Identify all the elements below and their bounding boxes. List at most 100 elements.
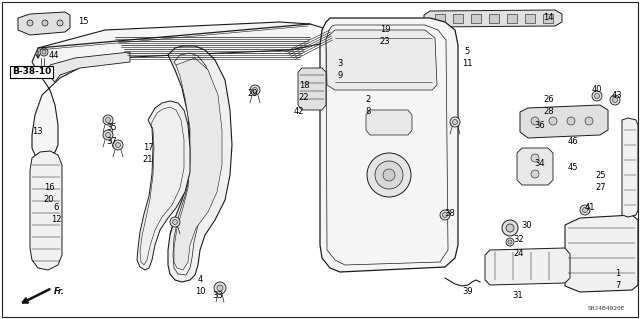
Circle shape [585, 117, 593, 125]
Text: 33: 33 [212, 292, 223, 300]
Polygon shape [168, 46, 232, 282]
Circle shape [103, 130, 113, 140]
Text: 16: 16 [44, 183, 54, 192]
Polygon shape [32, 22, 335, 158]
Circle shape [580, 205, 590, 215]
Text: 22: 22 [299, 93, 309, 101]
Polygon shape [622, 118, 638, 217]
Circle shape [106, 132, 111, 137]
Text: 39: 39 [463, 286, 474, 295]
Text: 44: 44 [49, 51, 60, 61]
Polygon shape [424, 10, 562, 27]
Text: 18: 18 [299, 80, 309, 90]
Text: SHJ4B4920E: SHJ4B4920E [588, 306, 625, 310]
Polygon shape [48, 52, 130, 82]
Text: 37: 37 [107, 137, 117, 145]
Text: 28: 28 [544, 108, 554, 116]
Text: 11: 11 [461, 60, 472, 69]
Text: 29: 29 [248, 90, 259, 99]
Text: 21: 21 [143, 154, 153, 164]
Text: 2: 2 [365, 95, 371, 105]
Text: 26: 26 [544, 95, 554, 105]
Polygon shape [30, 151, 62, 270]
Text: 14: 14 [543, 12, 553, 21]
Text: 6: 6 [53, 204, 59, 212]
Text: 41: 41 [585, 203, 595, 211]
Circle shape [375, 161, 403, 189]
Circle shape [612, 98, 618, 102]
Polygon shape [137, 101, 190, 270]
Polygon shape [320, 18, 458, 272]
Circle shape [567, 117, 575, 125]
Circle shape [452, 120, 458, 124]
Text: 3: 3 [337, 58, 342, 68]
Text: 38: 38 [445, 209, 456, 218]
Circle shape [173, 219, 177, 225]
Polygon shape [471, 14, 481, 23]
Polygon shape [565, 215, 638, 292]
Polygon shape [174, 58, 222, 270]
Polygon shape [543, 14, 553, 23]
Text: 20: 20 [44, 196, 54, 204]
Text: 40: 40 [592, 85, 602, 94]
Circle shape [440, 210, 450, 220]
Polygon shape [326, 30, 437, 90]
Text: 34: 34 [534, 159, 545, 167]
Text: 5: 5 [465, 48, 470, 56]
Circle shape [450, 117, 460, 127]
Text: 9: 9 [337, 70, 342, 79]
Circle shape [253, 87, 257, 93]
Circle shape [442, 212, 447, 218]
Circle shape [383, 169, 395, 181]
Circle shape [103, 115, 113, 125]
Circle shape [42, 50, 46, 54]
Polygon shape [507, 14, 517, 23]
Circle shape [508, 240, 512, 244]
Circle shape [595, 93, 600, 99]
Polygon shape [525, 14, 535, 23]
Circle shape [250, 85, 260, 95]
Text: 15: 15 [77, 18, 88, 26]
Circle shape [27, 20, 33, 26]
Text: 12: 12 [51, 216, 61, 225]
Polygon shape [366, 110, 412, 135]
Circle shape [367, 153, 411, 197]
Text: 42: 42 [294, 108, 304, 116]
Circle shape [592, 91, 602, 101]
Circle shape [40, 48, 48, 56]
Text: 35: 35 [107, 122, 117, 131]
Polygon shape [298, 68, 326, 110]
Polygon shape [18, 12, 70, 35]
Circle shape [217, 285, 223, 291]
Text: 13: 13 [32, 127, 42, 136]
Text: 45: 45 [568, 164, 579, 173]
Circle shape [531, 170, 539, 178]
Circle shape [506, 238, 514, 246]
Text: B-38-10: B-38-10 [12, 68, 51, 77]
Polygon shape [485, 248, 570, 285]
Text: 43: 43 [612, 92, 622, 100]
Text: 10: 10 [195, 287, 205, 296]
Text: 23: 23 [380, 38, 390, 47]
Polygon shape [435, 14, 445, 23]
Circle shape [549, 117, 557, 125]
Polygon shape [517, 148, 553, 185]
Text: 4: 4 [197, 276, 203, 285]
Text: Fr.: Fr. [54, 287, 65, 296]
Text: 25: 25 [596, 172, 606, 181]
Circle shape [531, 154, 539, 162]
Text: 46: 46 [568, 137, 579, 146]
Circle shape [57, 20, 63, 26]
Text: 32: 32 [514, 234, 524, 243]
Text: 27: 27 [596, 183, 606, 192]
Text: 36: 36 [534, 122, 545, 130]
Circle shape [106, 117, 111, 122]
Text: 24: 24 [514, 249, 524, 257]
Circle shape [170, 217, 180, 227]
Text: 31: 31 [513, 291, 524, 300]
Text: 30: 30 [522, 220, 532, 229]
Text: 8: 8 [365, 108, 371, 116]
Circle shape [42, 20, 48, 26]
Text: 1: 1 [616, 269, 621, 278]
Circle shape [582, 207, 588, 212]
